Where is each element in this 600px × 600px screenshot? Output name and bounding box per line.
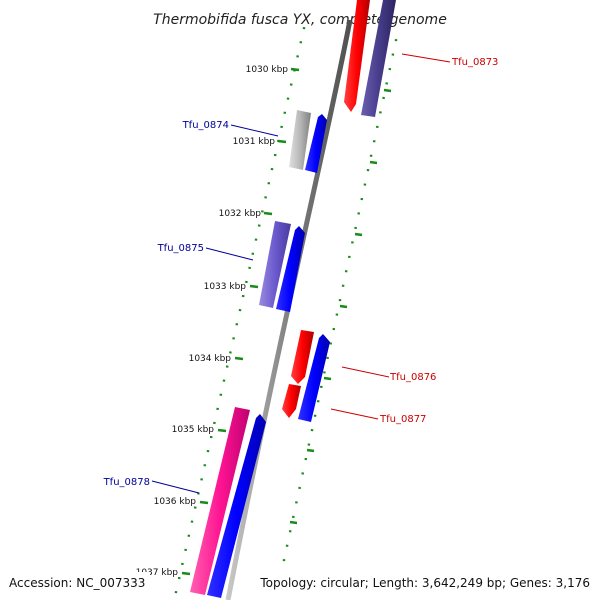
gene-tfu-0878[interactable]	[190, 407, 250, 595]
kbp-label-1033: 1033 kbp	[204, 282, 247, 292]
gene-label-tfu-0874[interactable]: Tfu_0874	[182, 120, 229, 131]
kbp-label-1034: 1034 kbp	[189, 354, 232, 364]
gene-tfu-0874[interactable]	[289, 110, 311, 170]
gene-label-tfu-0876[interactable]: Tfu_0876	[389, 372, 436, 383]
gene-tfu-0877[interactable]	[282, 384, 301, 418]
kbp-major-ticks	[181, 67, 300, 576]
map-title: Thermobifida fusca YX, complete genome	[153, 12, 447, 28]
kbp-label-1037: 1037 kbp	[136, 568, 179, 578]
kbp-label-1036: 1036 kbp	[154, 497, 197, 507]
tick-track-outer	[282, 39, 398, 562]
gene-label-tfu-0875[interactable]: Tfu_0875	[157, 243, 204, 254]
gene-label-tfu-0877[interactable]: Tfu_0877	[379, 414, 426, 425]
accession-backdrop	[0, 572, 150, 594]
gene-leaders	[151, 53, 451, 494]
gene-cds-blue-2	[276, 226, 305, 312]
tick-track-inner	[174, 27, 306, 594]
topology-text: Topology: circular; Length: 3,642,249 bp…	[259, 576, 590, 590]
kbp-outer-ticks	[289, 88, 392, 525]
kbp-scale: 1030 kbp 1031 kbp 1032 kbp 1033 kbp 1034…	[136, 65, 289, 578]
kbp-label-1030: 1030 kbp	[246, 65, 289, 75]
gene-cds-blue-4	[207, 414, 266, 598]
gene-tfu-0875[interactable]	[259, 221, 291, 308]
gene-tfu-0873[interactable]	[344, 0, 370, 112]
gene-label-tfu-0873[interactable]: Tfu_0873	[451, 57, 498, 68]
gene-cds-dark	[361, 0, 396, 117]
kbp-label-1031: 1031 kbp	[233, 137, 276, 147]
gene-label-tfu-0878[interactable]: Tfu_0878	[103, 477, 150, 488]
topology-backdrop	[258, 572, 600, 594]
gene-tfu-0876[interactable]	[291, 330, 314, 384]
gene-cds-blue	[305, 114, 327, 173]
kbp-label-1032: 1032 kbp	[219, 209, 262, 219]
accession-text: Accession: NC_007333	[9, 576, 145, 590]
kbp-label-1035: 1035 kbp	[172, 425, 215, 435]
gene-cds-blue-3	[298, 334, 330, 422]
